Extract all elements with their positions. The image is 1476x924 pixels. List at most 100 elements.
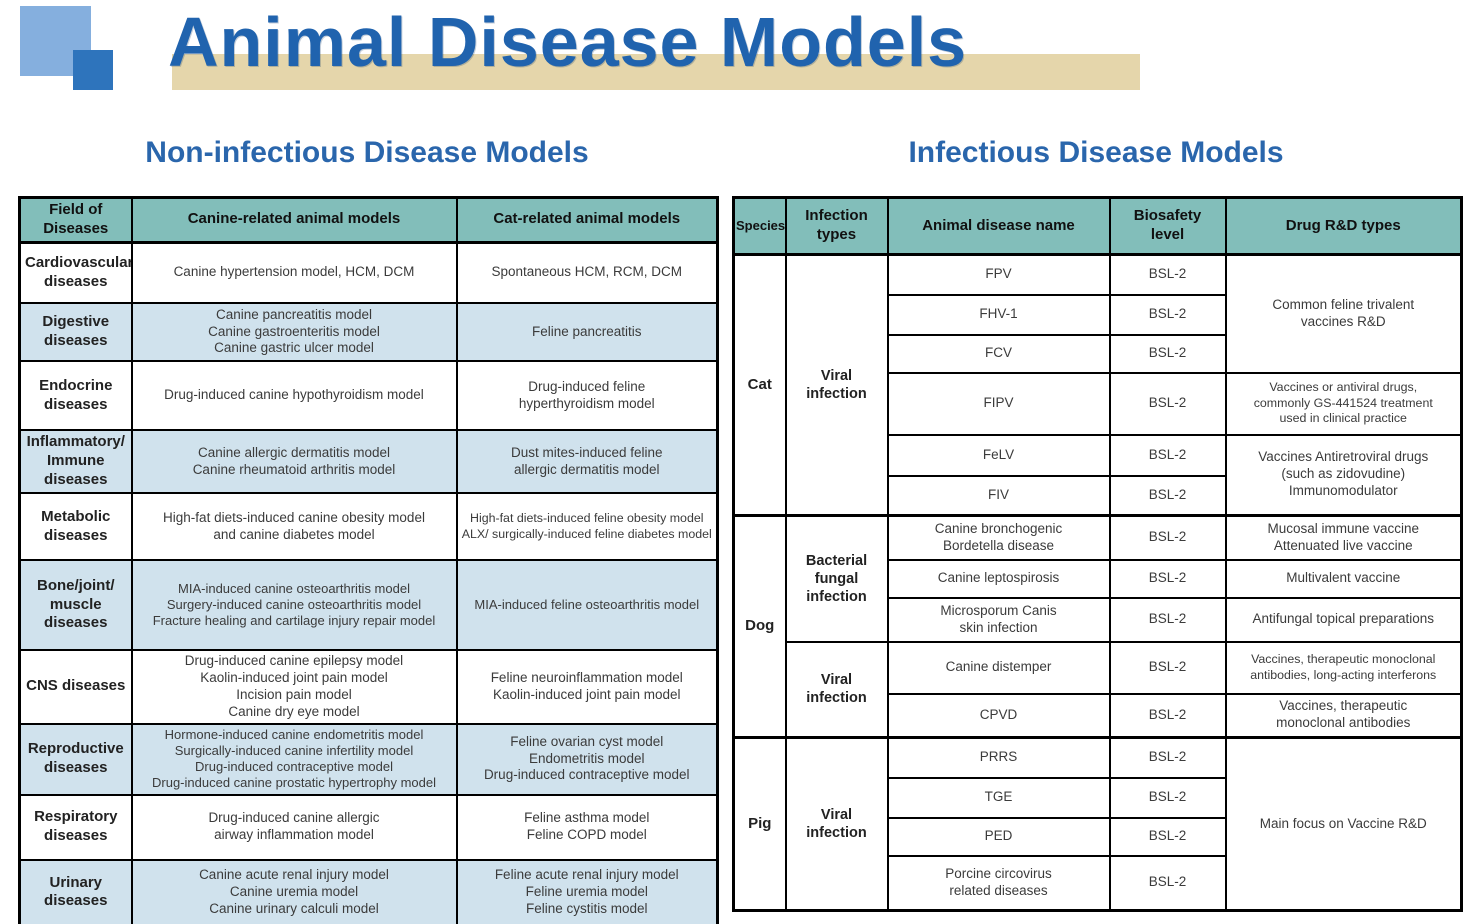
rd-types-cell: Antifungal topical preparations: [1224, 596, 1463, 643]
biosafety-cell: BSL-2: [1108, 371, 1227, 436]
column-header-biosafety: Biosafety level: [1108, 196, 1227, 256]
table-row: Microsporum Canis skin infection BSL-2 A…: [734, 596, 1463, 643]
cat-models-cell: Spontaneous HCM, RCM, DCM: [455, 241, 719, 304]
infection-type-cell: Viral infection: [784, 640, 889, 739]
table-row: CNS diseases Drug-induced canine epileps…: [18, 649, 719, 725]
biosafety-cell: BSL-2: [1108, 474, 1227, 517]
table-row: Cat Viral infection FPV BSL-2 Common fel…: [732, 253, 1463, 517]
rd-types-cell: Common feline trivalent vaccines R&D: [1224, 253, 1463, 374]
column-header-field: Field of Diseases: [18, 196, 133, 244]
disease-name-cell: CPVD: [886, 692, 1111, 739]
disease-name-cell: Microsporum Canis skin infection: [886, 596, 1111, 643]
biosafety-cell: BSL-2: [1108, 596, 1227, 643]
field-cell: Digestive diseases: [18, 302, 133, 362]
canine-models-cell: Drug-induced canine allergic airway infl…: [130, 793, 458, 861]
page-title: Animal Disease Models: [168, 3, 968, 81]
header-row: Field of Diseases Canine-related animal …: [18, 196, 719, 244]
table-row: FCV BSL-2: [734, 333, 1462, 374]
species-cell: Pig: [732, 736, 787, 912]
disease-name-cell: FIPV: [886, 371, 1111, 436]
table-row: Reproductive diseases Hormone-induced ca…: [18, 722, 719, 796]
disease-name-cell: TGE: [886, 776, 1111, 819]
canine-models-cell: Hormone-induced canine endometritis mode…: [130, 722, 458, 796]
field-cell: Bone/joint/ muscle diseases: [18, 559, 133, 651]
disease-name-cell: FHV-1: [886, 293, 1111, 336]
column-header-disease-name: Animal disease name: [886, 196, 1111, 256]
cat-models-cell: Dust mites-induced feline allergic derma…: [455, 429, 719, 494]
table-row: Pig Viral infection PRRS BSL-2 Main focu…: [732, 736, 1463, 912]
disease-name-cell: FCV: [886, 333, 1111, 374]
species-cell: Dog: [732, 514, 787, 739]
biosafety-cell: BSL-2: [1108, 293, 1227, 336]
cat-models-cell: MIA-induced feline osteoarthritis model: [455, 559, 719, 651]
biosafety-cell: BSL-2: [1108, 692, 1227, 739]
column-header-canine: Canine-related animal models: [130, 196, 458, 244]
field-cell: CNS diseases: [18, 649, 133, 725]
rd-types-cell: Vaccines, therapeutic monoclonal antibod…: [1224, 692, 1463, 739]
canine-models-cell: Drug-induced canine epilepsy model Kaoli…: [130, 649, 458, 725]
field-cell: Cardiovascular diseases: [18, 241, 133, 304]
cat-models-cell: Feline neuroinflammation model Kaolin-in…: [455, 649, 719, 725]
column-header-cat: Cat-related animal models: [455, 196, 719, 244]
cat-models-cell: Feline pancreatitis: [455, 302, 719, 362]
cat-models-cell: Feline acute renal injury model Feline u…: [455, 858, 719, 924]
canine-models-cell: Drug-induced canine hypothyroidism model: [130, 360, 458, 431]
biosafety-cell: BSL-2: [1108, 433, 1227, 477]
biosafety-cell: BSL-2: [1108, 776, 1227, 819]
biosafety-cell: BSL-2: [1108, 333, 1227, 374]
biosafety-cell: BSL-2: [1108, 514, 1227, 561]
disease-name-cell: FeLV: [886, 433, 1111, 477]
cat-models-cell: Feline asthma model Feline COPD model: [455, 793, 719, 861]
column-header-infection-types: Infection types: [784, 196, 889, 256]
table-row: Urinary diseases Canine acute renal inju…: [18, 858, 719, 924]
table-row: TGE BSL-2: [734, 776, 1462, 819]
decor-square-dark-icon: [73, 50, 113, 90]
table-row: FHV-1 BSL-2: [734, 293, 1462, 336]
field-cell: Metabolic diseases: [18, 492, 133, 561]
biosafety-cell: BSL-2: [1108, 854, 1227, 912]
disease-name-cell: Canine bronchogenic Bordetella disease: [886, 514, 1111, 561]
species-cell: Cat: [732, 253, 787, 517]
field-cell: Urinary diseases: [18, 858, 133, 924]
table-row: Endocrine diseases Drug-induced canine h…: [18, 360, 719, 431]
rd-types-cell: Mucosal immune vaccine Attenuated live v…: [1224, 514, 1463, 561]
field-cell: Endocrine diseases: [18, 360, 133, 431]
table-row: Bone/joint/ muscle diseases MIA-induced …: [18, 559, 719, 651]
disease-name-cell: PRRS: [886, 736, 1111, 779]
table-row: Digestive diseases Canine pancreatitis m…: [18, 302, 719, 362]
infectious-table: Species Infection types Animal disease n…: [732, 196, 1463, 912]
biosafety-cell: BSL-2: [1108, 558, 1227, 599]
canine-models-cell: Canine allergic dermatitis model Canine …: [130, 429, 458, 494]
rd-types-cell: Vaccines, therapeutic monoclonal antibod…: [1224, 640, 1463, 695]
table-row: Inflammatory/ Immune diseases Canine all…: [18, 429, 719, 494]
infection-type-cell: Bacterial fungal infection: [784, 514, 889, 643]
biosafety-cell: BSL-2: [1108, 640, 1227, 695]
table-row: Porcine circovirus related diseases BSL-…: [734, 854, 1462, 912]
table-row: Cardiovascular diseases Canine hypertens…: [18, 241, 719, 304]
table-row: FeLV BSL-2 Vaccines Antiretroviral drugs…: [734, 433, 1463, 517]
field-cell: Reproductive diseases: [18, 722, 133, 796]
canine-models-cell: Canine pancreatitis model Canine gastroe…: [130, 302, 458, 362]
column-header-rd-types: Drug R&D types: [1224, 196, 1463, 256]
rd-types-cell: Multivalent vaccine: [1224, 558, 1463, 599]
cat-models-cell: Feline ovarian cyst model Endometritis m…: [455, 722, 719, 796]
disease-name-cell: PED: [886, 816, 1111, 857]
table-row: Metabolic diseases High-fat diets-induce…: [18, 492, 719, 561]
table-row: FIPV BSL-2 Vaccines or antiviral drugs, …: [734, 371, 1463, 436]
rd-types-cell: Main focus on Vaccine R&D: [1224, 736, 1463, 912]
disease-name-cell: Canine distemper: [886, 640, 1111, 695]
cat-models-cell: Drug-induced feline hyperthyroidism mode…: [455, 360, 719, 431]
cat-models-cell: High-fat diets-induced feline obesity mo…: [455, 492, 719, 561]
biosafety-cell: BSL-2: [1108, 816, 1227, 857]
infectious-section-title: Infectious Disease Models: [908, 136, 1284, 169]
table-row: CPVD BSL-2 Vaccines, therapeutic monoclo…: [734, 692, 1463, 739]
rd-types-cell: Vaccines Antiretroviral drugs (such as z…: [1224, 433, 1463, 517]
infection-type-cell: Viral infection: [784, 253, 889, 517]
table-row: PED BSL-2: [734, 816, 1462, 857]
rd-types-cell: Vaccines or antiviral drugs, commonly GS…: [1224, 371, 1463, 436]
table-row: FIV BSL-2: [734, 474, 1462, 517]
disease-name-cell: Porcine circovirus related diseases: [886, 854, 1111, 912]
title-highlight-bar: [172, 54, 1140, 90]
field-cell: Respiratory diseases: [18, 793, 133, 861]
